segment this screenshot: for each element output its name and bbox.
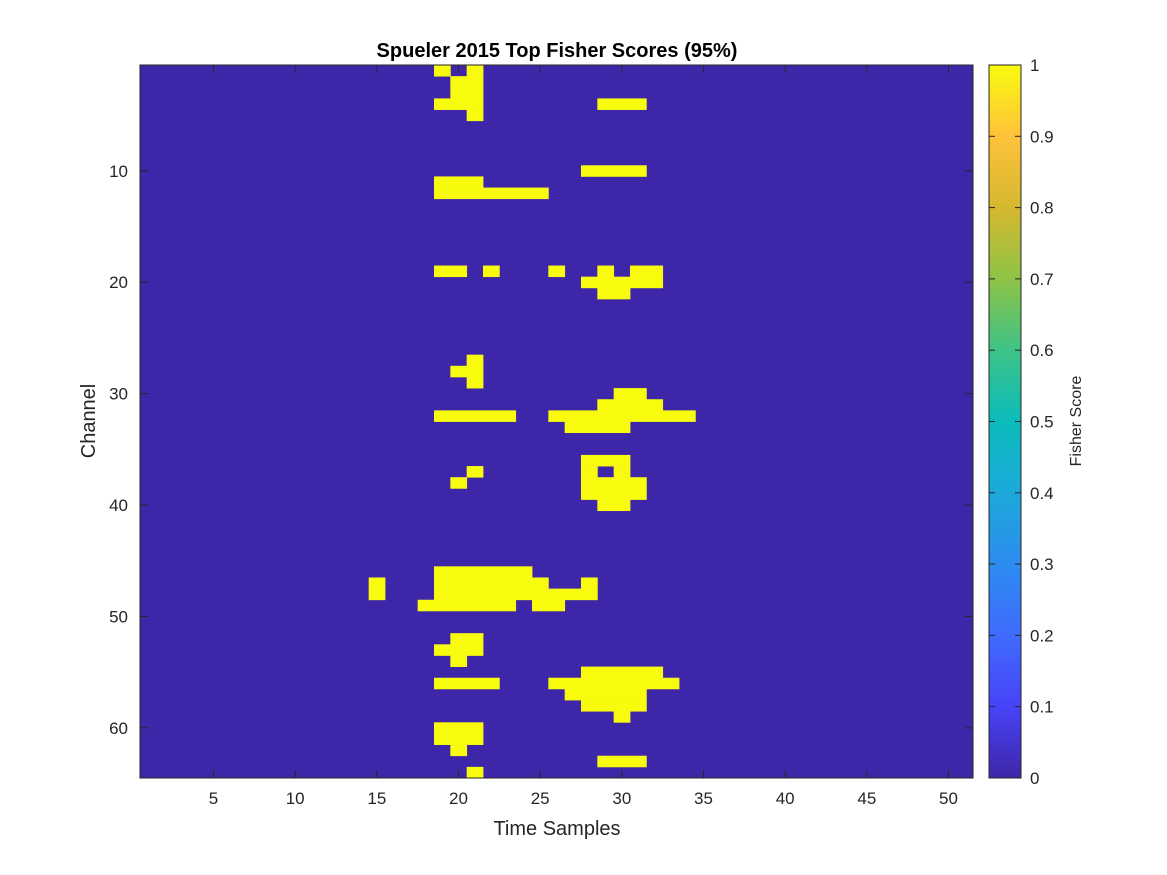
heatmap-cell — [434, 98, 484, 110]
y-tick-label: 10 — [109, 162, 128, 181]
x-axis-label: Time Samples — [493, 818, 620, 840]
heatmap-cell — [613, 466, 631, 478]
heatmap-cell — [581, 700, 647, 712]
heatmap-cell — [466, 109, 484, 122]
heatmap-cell — [597, 98, 647, 110]
x-tick-label: 50 — [939, 789, 958, 808]
heatmap-cells — [368, 65, 696, 779]
heatmap-cell — [466, 466, 484, 478]
heatmap-cell — [581, 577, 598, 590]
colorbar-tick-label: 0.9 — [1030, 127, 1054, 146]
x-tick-label: 20 — [449, 789, 468, 808]
heatmap-cell — [450, 365, 484, 378]
colorbar: 0 0.1 0.2 0.3 0.4 0.5 0.6 0.7 0.8 0.9 1 Fisher Sco… — [988, 56, 1085, 788]
y-tick-label: 60 — [109, 719, 128, 738]
heatmap-cell — [450, 633, 484, 645]
plot-frame — [139, 64, 974, 779]
heatmap-cell — [597, 499, 631, 512]
heatmap-cell — [434, 187, 549, 200]
colorbar-tick-label: 0.2 — [1030, 626, 1054, 645]
y-tick-label: 50 — [109, 607, 128, 626]
x-tick-label: 35 — [694, 789, 713, 808]
heatmap-cell — [368, 577, 386, 590]
heatmap-cell — [450, 744, 468, 757]
heatmap-cell — [417, 599, 517, 612]
heatmap-cell — [434, 644, 484, 656]
heatmap-cell — [434, 588, 598, 601]
heatmap-cell — [597, 399, 664, 411]
heatmap-cell — [581, 488, 647, 500]
heatmap-cell — [434, 677, 500, 690]
heatmap-cell — [434, 722, 484, 734]
heatmap-cell — [548, 410, 696, 422]
colorbar-tick-label: 0.7 — [1030, 270, 1054, 289]
heatmap-cell — [597, 755, 647, 768]
heatmap-cell — [450, 76, 484, 88]
heatmap-cell — [434, 566, 533, 578]
heatmap-cell — [613, 388, 647, 400]
heatmap-cell — [581, 454, 631, 467]
heatmap-cell — [564, 421, 631, 434]
x-tick-label: 10 — [286, 789, 305, 808]
heatmap-cell — [450, 87, 484, 99]
colorbar-tick-label: 0.1 — [1030, 698, 1054, 717]
x-tick-label: 15 — [367, 789, 386, 808]
heatmap-cell — [434, 65, 451, 77]
heatmap-cell — [630, 265, 664, 278]
heatmap-cell — [564, 688, 647, 701]
heatmap-cell — [548, 265, 566, 278]
heatmap-cell — [434, 265, 468, 278]
heatmap-cell — [466, 65, 484, 77]
chart-title: Spueler 2015 Top Fisher Scores (95%) — [377, 40, 738, 62]
heatmap-cell — [548, 677, 680, 690]
colorbar-tick-label: 1 — [1030, 56, 1039, 75]
heatmap-cell — [368, 588, 386, 601]
heatmap-cell — [466, 376, 484, 389]
heatmap-cell — [581, 165, 647, 177]
heatmap-cell — [434, 410, 517, 422]
heatmap-cell — [466, 354, 484, 367]
x-tick-label: 30 — [612, 789, 631, 808]
x-axis-ticks: 5 10 15 20 25 30 35 40 45 50 — [209, 65, 958, 808]
heatmap-cell — [434, 577, 549, 590]
y-tick-label: 20 — [109, 273, 128, 292]
heatmap-cell — [581, 466, 598, 478]
heatmap-plot-area: 5 10 15 20 25 30 35 40 45 50 10 20 30 40 50 60 — [109, 64, 974, 808]
heatmap-cell — [450, 477, 468, 489]
heatmap-cell — [434, 176, 484, 188]
heatmap-cell — [483, 265, 500, 278]
colorbar-tick-label: 0.5 — [1030, 413, 1054, 432]
heatmap-cell — [597, 287, 631, 300]
y-axis-ticks: 10 20 30 40 50 60 — [109, 162, 973, 738]
colorbar-tick-label: 0.4 — [1030, 484, 1054, 503]
y-tick-label: 30 — [109, 385, 128, 404]
heatmap-cell — [532, 599, 566, 612]
heatmap-cell — [597, 265, 615, 278]
x-tick-label: 45 — [857, 789, 876, 808]
heatmap-cell — [581, 666, 664, 679]
heatmap-cell — [581, 276, 664, 289]
colorbar-tick-label: 0.3 — [1030, 555, 1054, 574]
colorbar-label: Fisher Score — [1068, 376, 1085, 467]
heatmap-cell — [613, 711, 631, 723]
heatmap-cell — [581, 477, 647, 489]
y-tick-label: 40 — [109, 496, 128, 515]
x-tick-label: 40 — [776, 789, 795, 808]
heatmap-cell — [450, 655, 468, 667]
y-axis-label: Channel — [78, 384, 100, 459]
colorbar-tick-label: 0.6 — [1030, 341, 1054, 360]
colorbar-ticks: 0 0.1 0.2 0.3 0.4 0.5 0.6 0.7 0.8 0.9 1 — [989, 56, 1054, 788]
x-tick-label: 25 — [531, 789, 550, 808]
colorbar-tick-label: 0 — [1030, 769, 1039, 788]
colorbar-tick-label: 0.8 — [1030, 199, 1054, 218]
x-tick-label: 5 — [209, 789, 218, 808]
heatmap-cell — [466, 766, 484, 779]
heatmap-cell — [434, 733, 484, 745]
